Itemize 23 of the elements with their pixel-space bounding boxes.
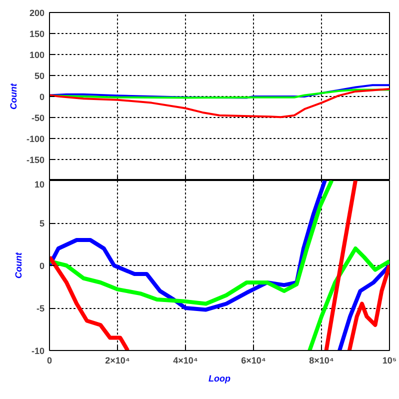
y-tick-label: 50 — [34, 71, 45, 81]
y-tick-label: 5 — [39, 218, 45, 228]
y-tick-label: -150 — [26, 155, 44, 165]
y-tick-label: -100 — [26, 134, 44, 144]
y-tick-label: 200 — [29, 8, 45, 18]
y-tick-label: 150 — [29, 29, 45, 39]
x-tick-label: 4×10⁴ — [173, 356, 198, 366]
y-tick-label: -50 — [31, 113, 45, 123]
x-tick-label: 6×10⁴ — [241, 356, 266, 366]
x-tick-label: 10⁵ — [382, 356, 397, 366]
y-tick-label: 0 — [39, 261, 45, 271]
y-tick-label: -5 — [36, 304, 45, 314]
x-tick-label: 8×10⁴ — [309, 356, 334, 366]
y-tick-label: 100 — [29, 50, 45, 60]
y-tick-label: 10 — [34, 180, 45, 190]
y-axis-title: Count — [8, 82, 18, 110]
x-tick-label: 2×10⁴ — [105, 356, 130, 366]
y-axis-title: Count — [13, 252, 24, 278]
y-tick-label: 0 — [39, 92, 45, 102]
line-series — [50, 88, 390, 118]
x-axis-title: Loop — [208, 374, 231, 384]
x-tick-label: 0 — [46, 356, 52, 366]
y-tick-label: -10 — [31, 346, 45, 356]
